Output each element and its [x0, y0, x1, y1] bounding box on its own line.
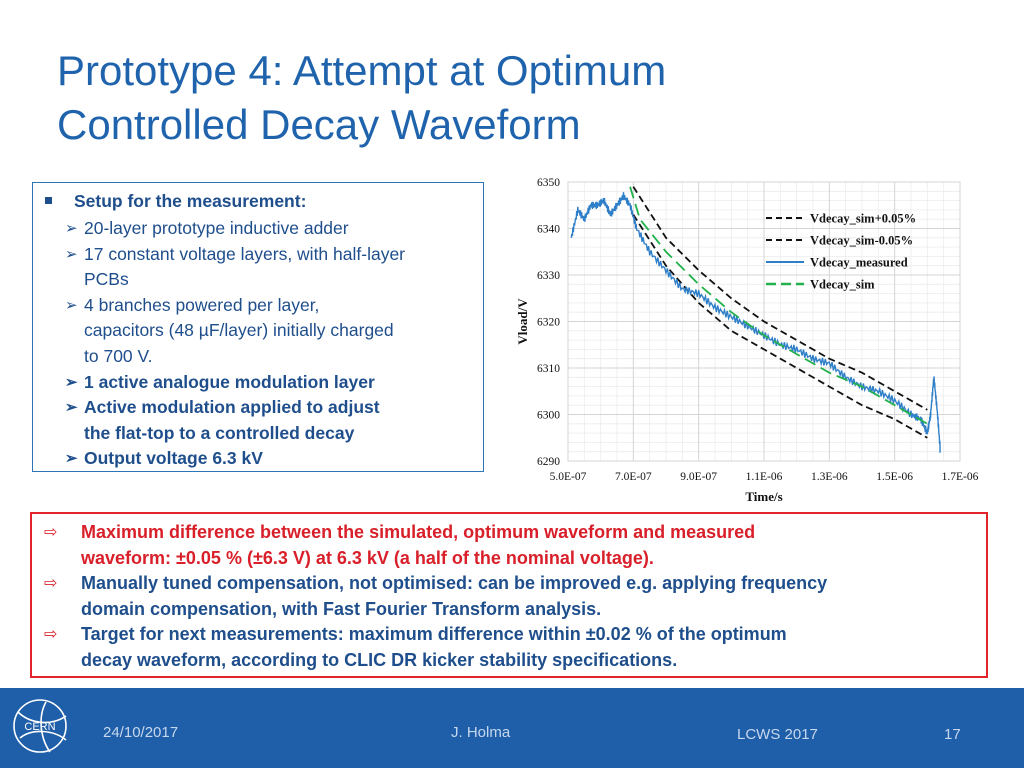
y-tick-label: 6320 [537, 317, 560, 329]
outline-arrow-icon: ⇨ [44, 626, 58, 644]
arrow-bullet-icon: ➢ [65, 450, 78, 468]
setup-heading: Setup for the measurement: [45, 191, 306, 212]
setup-item-line: Output voltage 6.3 kV [84, 448, 263, 469]
summary-list: ⇨ Maximum difference between the simulate… [44, 520, 974, 674]
decay-waveform-chart: 5.0E-07 7.0E-07 9.0E-07 1.1E-06 1.3E-06 1.5E-… [515, 177, 979, 504]
legend-label: Vdecay_sim+0.05% [810, 212, 916, 226]
legend-label: Vdecay_measured [810, 256, 908, 270]
arrow-bullet-icon: ➢ [65, 220, 78, 237]
arrow-bullet-icon: ➢ [65, 399, 78, 417]
y-axis-label: Vload/V [515, 298, 530, 345]
series-line-vdecay-measured [570, 192, 941, 454]
x-tick-label: 1.3E-06 [811, 471, 848, 483]
summary-item: ⇨ Manually tuned compensation, not optimi… [44, 571, 974, 622]
slide-title: Prototype 4: Attempt at Optimum Controll… [57, 44, 817, 152]
setup-item-line: the flat-top to a controlled decay [84, 422, 355, 443]
arrow-bullet-icon: ➢ [65, 296, 78, 314]
outline-arrow-icon: ⇨ [44, 524, 58, 541]
x-tick-label: 5.0E-07 [550, 471, 587, 483]
y-tick-label: 6300 [537, 410, 560, 422]
setup-item-line: to 700 V. [84, 345, 153, 366]
x-tick-label: 9.0E-07 [680, 471, 717, 483]
footer-date: 24/10/2017 [103, 724, 179, 741]
setup-item-line: 17 constant voltage layers, with half-la… [84, 243, 405, 264]
setup-item: ➢ 17 constant voltage layers, with half-l… [65, 242, 481, 293]
setup-item: ➢ Output voltage 6.3 kV [65, 446, 481, 472]
y-tick-label: 6330 [537, 270, 560, 282]
setup-item: ➢ 4 branches powered per layer, capacitors… [65, 293, 481, 370]
setup-item-line: capacitors (48 µF/layer) initially charg… [84, 320, 394, 341]
series-line-vdecay-sim-0-05- [632, 186, 928, 411]
setup-item-line: Active modulation applied to adjust [84, 397, 380, 418]
square-bullet-icon [45, 196, 52, 204]
x-tick-label: 1.1E-06 [746, 471, 783, 483]
footer-page-number: 17 [944, 726, 961, 743]
footer-author: J. Holma [451, 724, 511, 741]
title-line-1: Prototype 4: Attempt at Optimum [57, 47, 667, 94]
series-line-vdecay-sim [629, 186, 928, 425]
summary-item: ⇨ Maximum difference between the simulate… [44, 520, 974, 571]
setup-item: ➢ 20-layer prototype inductive adder [65, 216, 481, 242]
arrow-bullet-icon: ➢ [65, 373, 78, 391]
summary-item-line: domain compensation, with Fast Fourier T… [81, 598, 602, 619]
footer-bar: CERN 24/10/2017 J. Holma LCWS 2017 17 [0, 688, 1024, 768]
x-tick-label: 7.0E-07 [615, 471, 652, 483]
summary-item-line: Maximum difference between the simulated… [81, 522, 756, 542]
legend-label: Vdecay_sim [810, 278, 875, 292]
outline-arrow-icon: ⇨ [44, 575, 58, 593]
setup-item-line: PCBs [84, 269, 129, 290]
cern-logo: CERN [13, 699, 67, 753]
setup-heading-text: Setup for the measurement: [74, 191, 307, 211]
setup-list: ➢ 20-layer prototype inductive adder ➢ 17 c… [65, 216, 481, 472]
setup-item-line: 20-layer prototype inductive adder [84, 218, 349, 238]
setup-item-line: 1 active analogue modulation layer [84, 371, 375, 392]
summary-item-line: decay waveform, according to CLIC DR kic… [81, 649, 678, 670]
setup-item: ➢ 1 active analogue modulation layer [65, 370, 481, 396]
x-tick-label: 1.5E-06 [876, 471, 913, 483]
y-tick-label: 6340 [537, 224, 560, 236]
y-tick-label: 6310 [537, 363, 560, 375]
setup-item-line: 4 branches powered per layer, [84, 294, 320, 315]
setup-box: Setup for the measurement: ➢ 20-layer pro… [32, 182, 484, 472]
arrow-bullet-icon: ➢ [65, 245, 78, 263]
series-line-vdecay-sim-0-05- [632, 214, 928, 439]
summary-item-line: Manually tuned compensation, not optimis… [81, 573, 828, 594]
y-tick-label: 6350 [537, 177, 560, 189]
summary-box: ⇨ Maximum difference between the simulate… [30, 512, 988, 678]
setup-item: ➢ Active modulation applied to adjust the … [65, 395, 481, 446]
summary-item-line: waveform: ±0.05 % (±6.3 V) at 6.3 kV (a … [81, 547, 654, 568]
y-tick-label: 6290 [537, 456, 560, 468]
legend-label: Vdecay_sim-0.05% [810, 234, 913, 248]
x-axis-label: Time/s [745, 489, 782, 504]
footer-event: LCWS 2017 [737, 726, 818, 743]
summary-item: ⇨ Target for next measurements: maximum d… [44, 622, 974, 673]
summary-item-line: Target for next measurements: maximum di… [81, 624, 787, 645]
x-tick-label: 1.7E-06 [942, 471, 979, 483]
cern-logo-text: CERN [24, 721, 55, 733]
title-line-2: Controlled Decay Waveform [57, 101, 581, 148]
